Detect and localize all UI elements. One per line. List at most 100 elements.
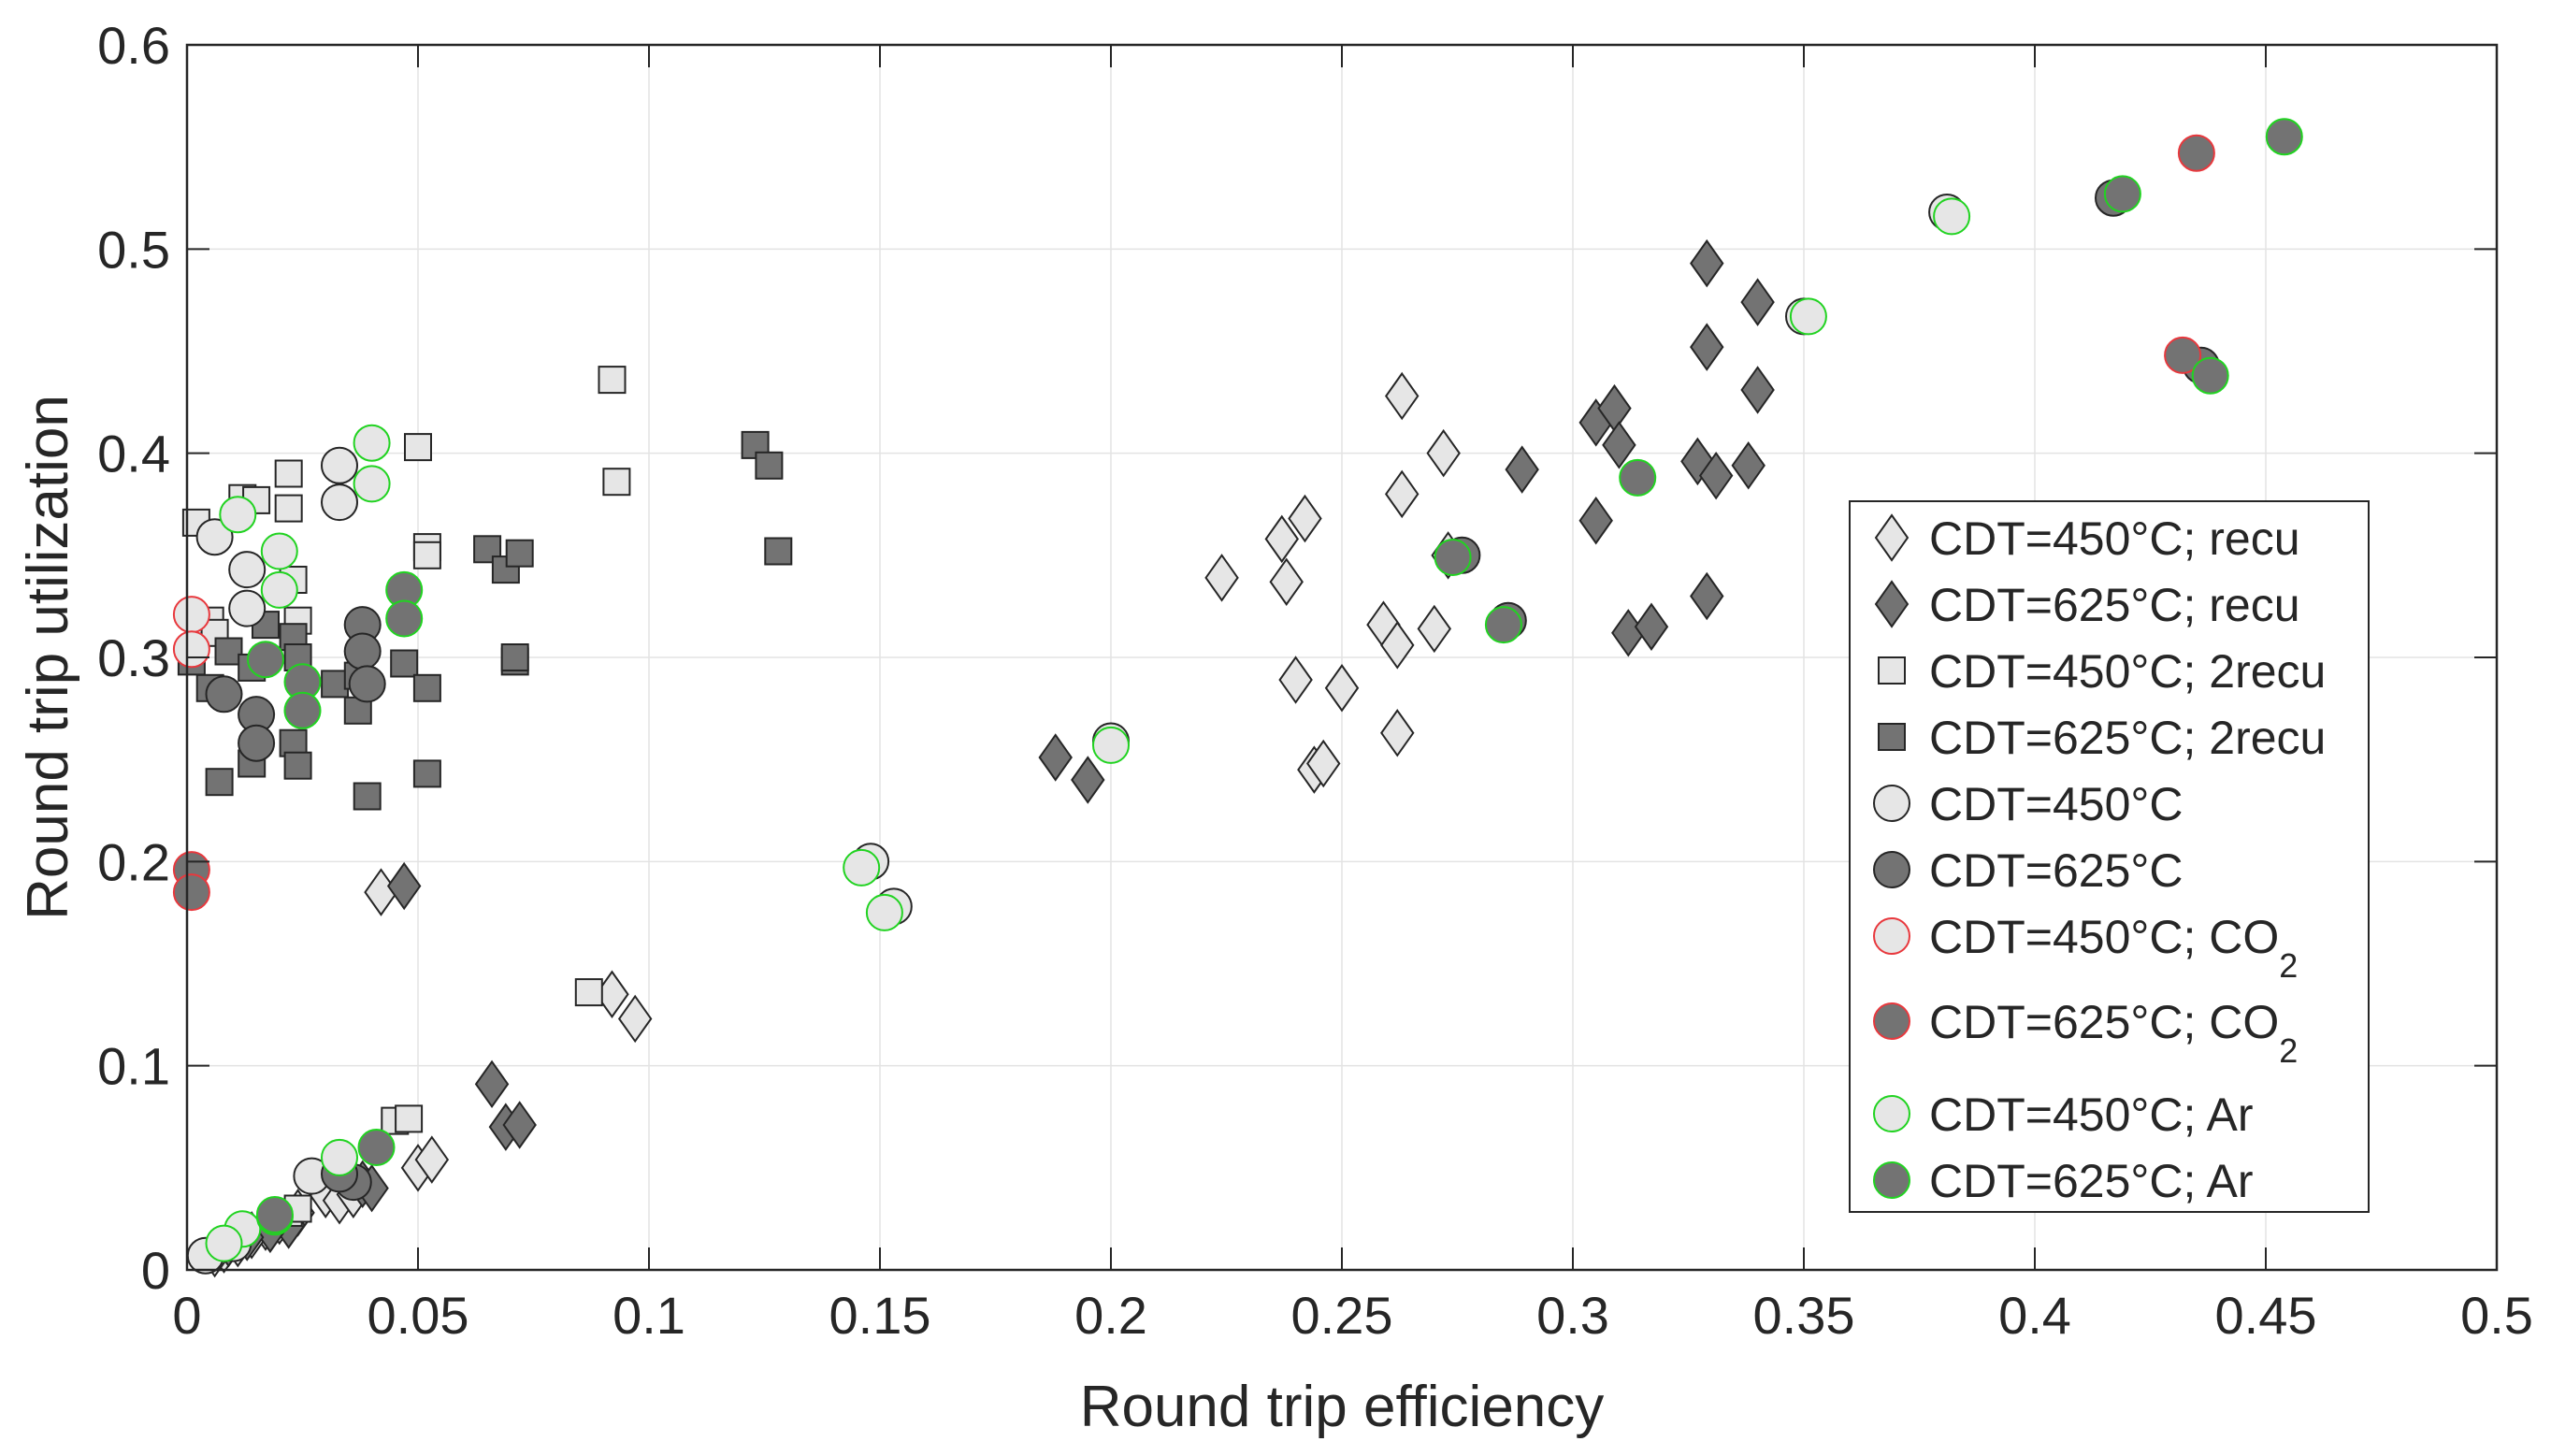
data-point <box>574 978 603 1007</box>
data-point <box>1417 604 1452 654</box>
data-point <box>1264 514 1300 564</box>
legend-label: CDT=625°C; recu <box>1929 579 2300 631</box>
data-point <box>2103 175 2141 213</box>
data-point <box>1380 621 1415 670</box>
data-point <box>412 541 441 569</box>
data-point <box>500 643 529 671</box>
legend-marker <box>1874 580 1910 628</box>
legend-marker <box>1878 723 1906 751</box>
legend-marker <box>1873 1002 1910 1040</box>
y-axis-label: Round trip utilization <box>16 395 80 920</box>
legend: CDT=450°C; recu CDT=625°C; recu CDT=450°C;… <box>1849 500 2370 1213</box>
legend-entry: CDT=450°C; recu <box>1874 512 2300 565</box>
data-point <box>843 848 881 887</box>
data-point <box>1288 494 1322 543</box>
legend-entry: CDT=625°C; Ar <box>1873 1155 2254 1207</box>
data-point <box>172 596 210 634</box>
data-point <box>1698 451 1734 500</box>
data-point <box>214 637 243 666</box>
legend-label: CDT=450°C; Ar <box>1929 1088 2254 1141</box>
x-tick-labels: 0 0.05 0.1 0.15 0.2 0.25 0.3 0.35 0.4 0.45 0.5 <box>172 1286 2533 1345</box>
legend-label: CDT=450°C; recu <box>1929 512 2300 565</box>
data-point <box>395 1104 424 1133</box>
data-point <box>205 675 243 714</box>
data-point <box>205 1224 243 1262</box>
y-tick-label: 0.5 <box>97 220 170 279</box>
axis-ticks <box>186 44 2498 1271</box>
x-tick-label: 0.45 <box>2215 1286 2317 1345</box>
data-point <box>1324 664 1360 713</box>
y-tick-label: 0.3 <box>97 628 170 687</box>
legend-entry: CDT=450°C; 2recu <box>1878 645 2326 698</box>
data-point <box>321 483 358 522</box>
data-point <box>412 759 441 788</box>
y-tick-label: 0.1 <box>97 1037 170 1096</box>
legend-entry: CDT=625°C; recu <box>1874 579 2300 631</box>
x-tick-label: 0.4 <box>1998 1286 2071 1345</box>
data-point <box>1690 571 1724 621</box>
data-point <box>1484 606 1522 644</box>
data-point <box>2191 356 2229 395</box>
legend-label: CDT=625°C <box>1929 844 2183 897</box>
data-point <box>1269 557 1304 606</box>
data-point <box>1434 539 1472 576</box>
legend-subscript: 2 <box>2279 946 2298 985</box>
data-point <box>1505 445 1539 494</box>
data-point <box>602 468 631 497</box>
data-point <box>2164 336 2202 374</box>
legend-label: CDT=450°C; 2recu <box>1929 645 2326 698</box>
data-point <box>473 535 502 564</box>
data-point <box>412 673 441 702</box>
data-point <box>348 665 386 703</box>
data-point <box>1204 554 1239 602</box>
data-point <box>2177 134 2215 172</box>
data-point <box>1789 297 1827 336</box>
data-point <box>1619 458 1657 497</box>
data-point <box>205 768 234 797</box>
series-9 <box>247 118 2303 1236</box>
y-tick-label: 0 <box>141 1241 170 1300</box>
data-point <box>321 446 358 484</box>
x-tick-label: 0.05 <box>368 1286 469 1345</box>
data-point <box>228 589 267 627</box>
data-point <box>238 724 276 762</box>
data-point <box>283 751 312 780</box>
data-point <box>505 539 534 568</box>
y-tick-labels: 0 0.1 0.2 0.3 0.4 0.5 0.6 <box>97 16 170 1300</box>
x-tick-label: 0.35 <box>1753 1286 1855 1345</box>
legend-entry: CDT=625°C; 2recu <box>1878 712 2326 764</box>
data-point <box>414 1135 450 1184</box>
data-point <box>1426 428 1461 478</box>
data-point <box>1380 709 1415 757</box>
data-point <box>321 1138 358 1176</box>
legend-marker <box>1878 656 1906 685</box>
data-point <box>1092 726 1130 764</box>
data-point <box>219 496 257 534</box>
data-point <box>502 1101 537 1149</box>
data-point <box>1306 739 1341 788</box>
x-tick-label: 0.15 <box>829 1286 931 1345</box>
data-point <box>2265 118 2303 156</box>
data-point <box>247 641 284 679</box>
data-point <box>1690 238 1724 288</box>
data-point <box>390 649 419 678</box>
data-point <box>1602 421 1636 469</box>
legend-marker <box>1874 513 1910 562</box>
data-point <box>386 861 422 911</box>
x-tick-label: 0.25 <box>1291 1286 1393 1345</box>
data-point <box>1680 437 1715 486</box>
data-point <box>353 782 382 811</box>
data-point <box>255 1196 294 1233</box>
data-point <box>172 630 210 669</box>
data-point <box>357 1129 396 1166</box>
data-point <box>260 532 298 570</box>
legend-marker <box>1873 917 1910 955</box>
data-point <box>1731 441 1766 490</box>
data-point <box>385 599 424 638</box>
legend-box <box>1849 500 2370 1213</box>
data-point <box>474 1060 510 1109</box>
data-point <box>1740 278 1775 326</box>
data-point <box>404 433 432 462</box>
data-point <box>274 459 303 488</box>
